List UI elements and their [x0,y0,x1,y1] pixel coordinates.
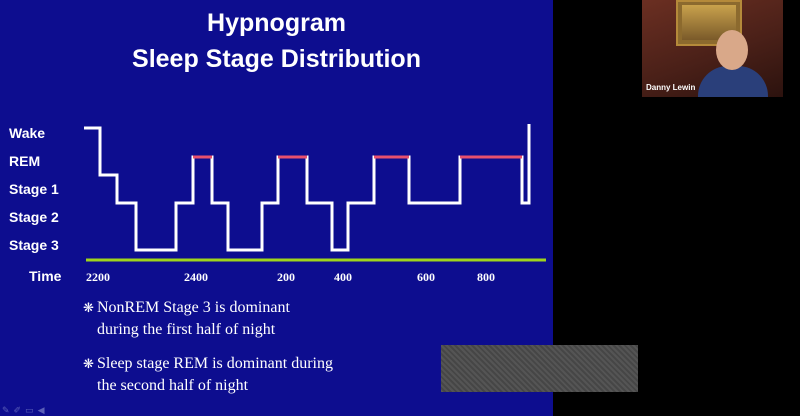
speaker-icon[interactable]: ◀ [37,405,45,415]
bullet-item: ❋ Sleep stage REM is dominant during the… [83,353,523,397]
y-label-rem: REM [9,153,41,169]
hypnogram-stage-line [84,124,531,252]
y-label-wake: Wake [9,125,46,141]
y-label-stage-2: Stage 2 [9,209,59,225]
x-axis-label: Time [29,268,62,284]
pencil-icon[interactable]: ✐ [13,405,22,415]
x-tick-200: 200 [277,270,295,284]
x-tick-800: 800 [477,270,495,284]
y-label-stage-3: Stage 3 [9,237,59,253]
x-tick-2200: 2200 [86,270,110,284]
hypnogram-chart [84,124,546,262]
slide-title: Hypnogram [207,9,346,37]
x-tick-400: 400 [334,270,352,284]
x-tick-2400: 2400 [184,270,208,284]
bullet-item: ❋ NonREM Stage 3 is dominant during the … [83,297,523,341]
slide-subtitle: Sleep Stage Distribution [132,45,421,73]
bullet-line: Sleep stage REM is dominant during [97,355,333,372]
participant-video-tile[interactable]: Danny Lewin [642,0,783,97]
participant-name: Danny Lewin [646,83,696,92]
bullet-line: during the first half of night [97,321,276,338]
presentation-slide: Hypnogram Sleep Stage Distribution Wake … [0,0,553,416]
screen-icon[interactable]: ▭ [25,405,34,415]
bullet-star-icon: ❋ [83,356,94,371]
pen-icon[interactable]: ✎ [2,405,10,415]
y-label-stage-1: Stage 1 [9,181,59,197]
x-tick-600: 600 [417,270,435,284]
bullet-star-icon: ❋ [83,300,94,315]
participant-head [716,30,748,70]
bullet-line: the second half of night [97,377,249,394]
bullet-line: NonREM Stage 3 is dominant [97,299,290,316]
slide-toolbar: ✎ ✐ ▭ ◀ [2,404,45,416]
redacted-overlay-box [441,345,638,392]
